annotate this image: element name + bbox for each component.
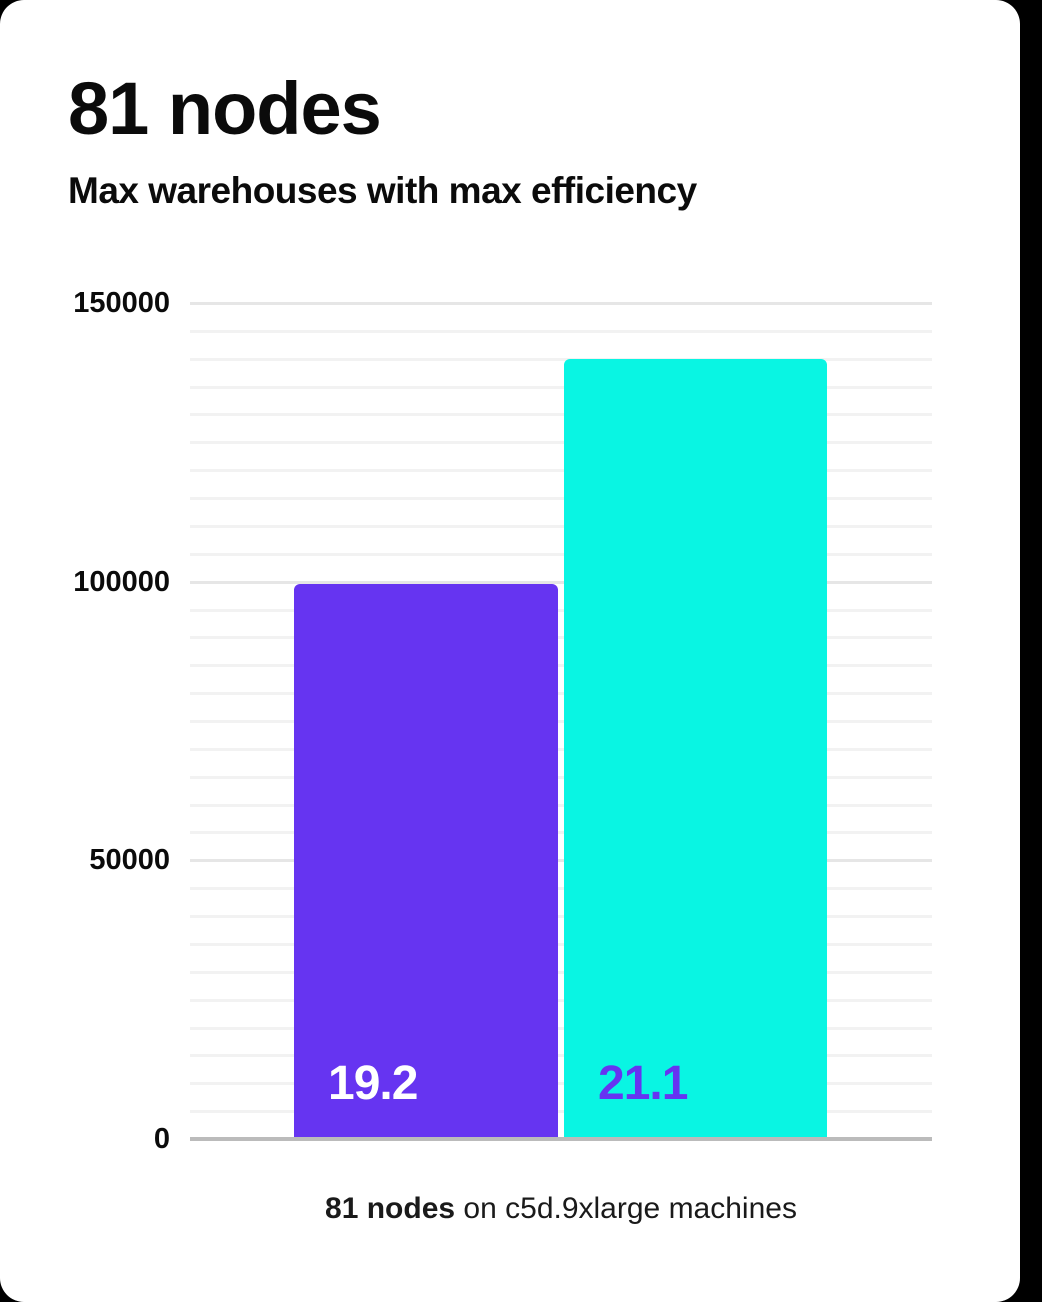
gridline-minor (190, 1026, 932, 1030)
gridline-minor (190, 831, 932, 835)
y-tick-label: 100000 (73, 565, 170, 598)
y-tick-label: 150000 (73, 287, 170, 319)
y-tick-label: 0 (153, 1123, 170, 1155)
x-axis-line (190, 1137, 932, 1141)
gridline-minor (190, 357, 932, 361)
gridline-major (190, 859, 932, 863)
bar-value-label: 19.2 (328, 1057, 418, 1110)
gridline-minor (190, 552, 932, 556)
bar-chart: 0 50000 100000 150000 19.2 21.1 (0, 0, 932, 1302)
gridline-minor (190, 608, 932, 612)
gridline-minor (190, 636, 932, 640)
gridline-minor (190, 942, 932, 946)
gridline-minor (190, 803, 932, 807)
gridline-minor (190, 998, 932, 1002)
gridline-minor (190, 887, 932, 891)
gridline-minor (190, 469, 932, 473)
bar-19.2: 19.2 (294, 584, 558, 1139)
gridline-minor (190, 970, 932, 974)
gridline-minor (190, 1110, 932, 1114)
gridline-minor (190, 720, 932, 723)
caption-regular-text: on c5d.9xlarge machines (455, 1192, 797, 1225)
gridline-minor (190, 329, 932, 333)
gridline-minor (190, 775, 932, 779)
caption-bold-text: 81 nodes (325, 1192, 456, 1225)
bar-21.1: 21.1 (564, 359, 827, 1139)
gridline-minor (190, 1082, 932, 1086)
chart-caption: 81 nodes on c5d.9xlarge machines (190, 1192, 932, 1226)
y-tick-label: 50000 (89, 844, 170, 877)
gridline-minor (190, 1054, 932, 1058)
gridline-minor (190, 747, 932, 751)
page-title: 81 nodes (68, 67, 382, 150)
gridline-minor (190, 524, 932, 528)
gridline-minor (190, 413, 932, 417)
bar-value-label: 21.1 (598, 1057, 688, 1110)
gridline-major (190, 302, 932, 305)
gridline-minor (190, 441, 932, 445)
y-axis-tick-labels: 0 50000 100000 150000 (0, 0, 170, 1302)
gridline-major (190, 580, 932, 584)
gridline-minor (190, 915, 932, 919)
gridline-minor (190, 664, 932, 668)
plot-area: 19.2 21.1 (190, 302, 932, 1141)
chart-card: 81 nodes Max warehouses with max efficie… (0, 0, 1020, 1302)
gridline-minor (190, 497, 932, 501)
gridline-minor (190, 385, 932, 389)
gridline-minor (190, 692, 932, 696)
page-subtitle: Max warehouses with max efficiency (68, 170, 697, 211)
